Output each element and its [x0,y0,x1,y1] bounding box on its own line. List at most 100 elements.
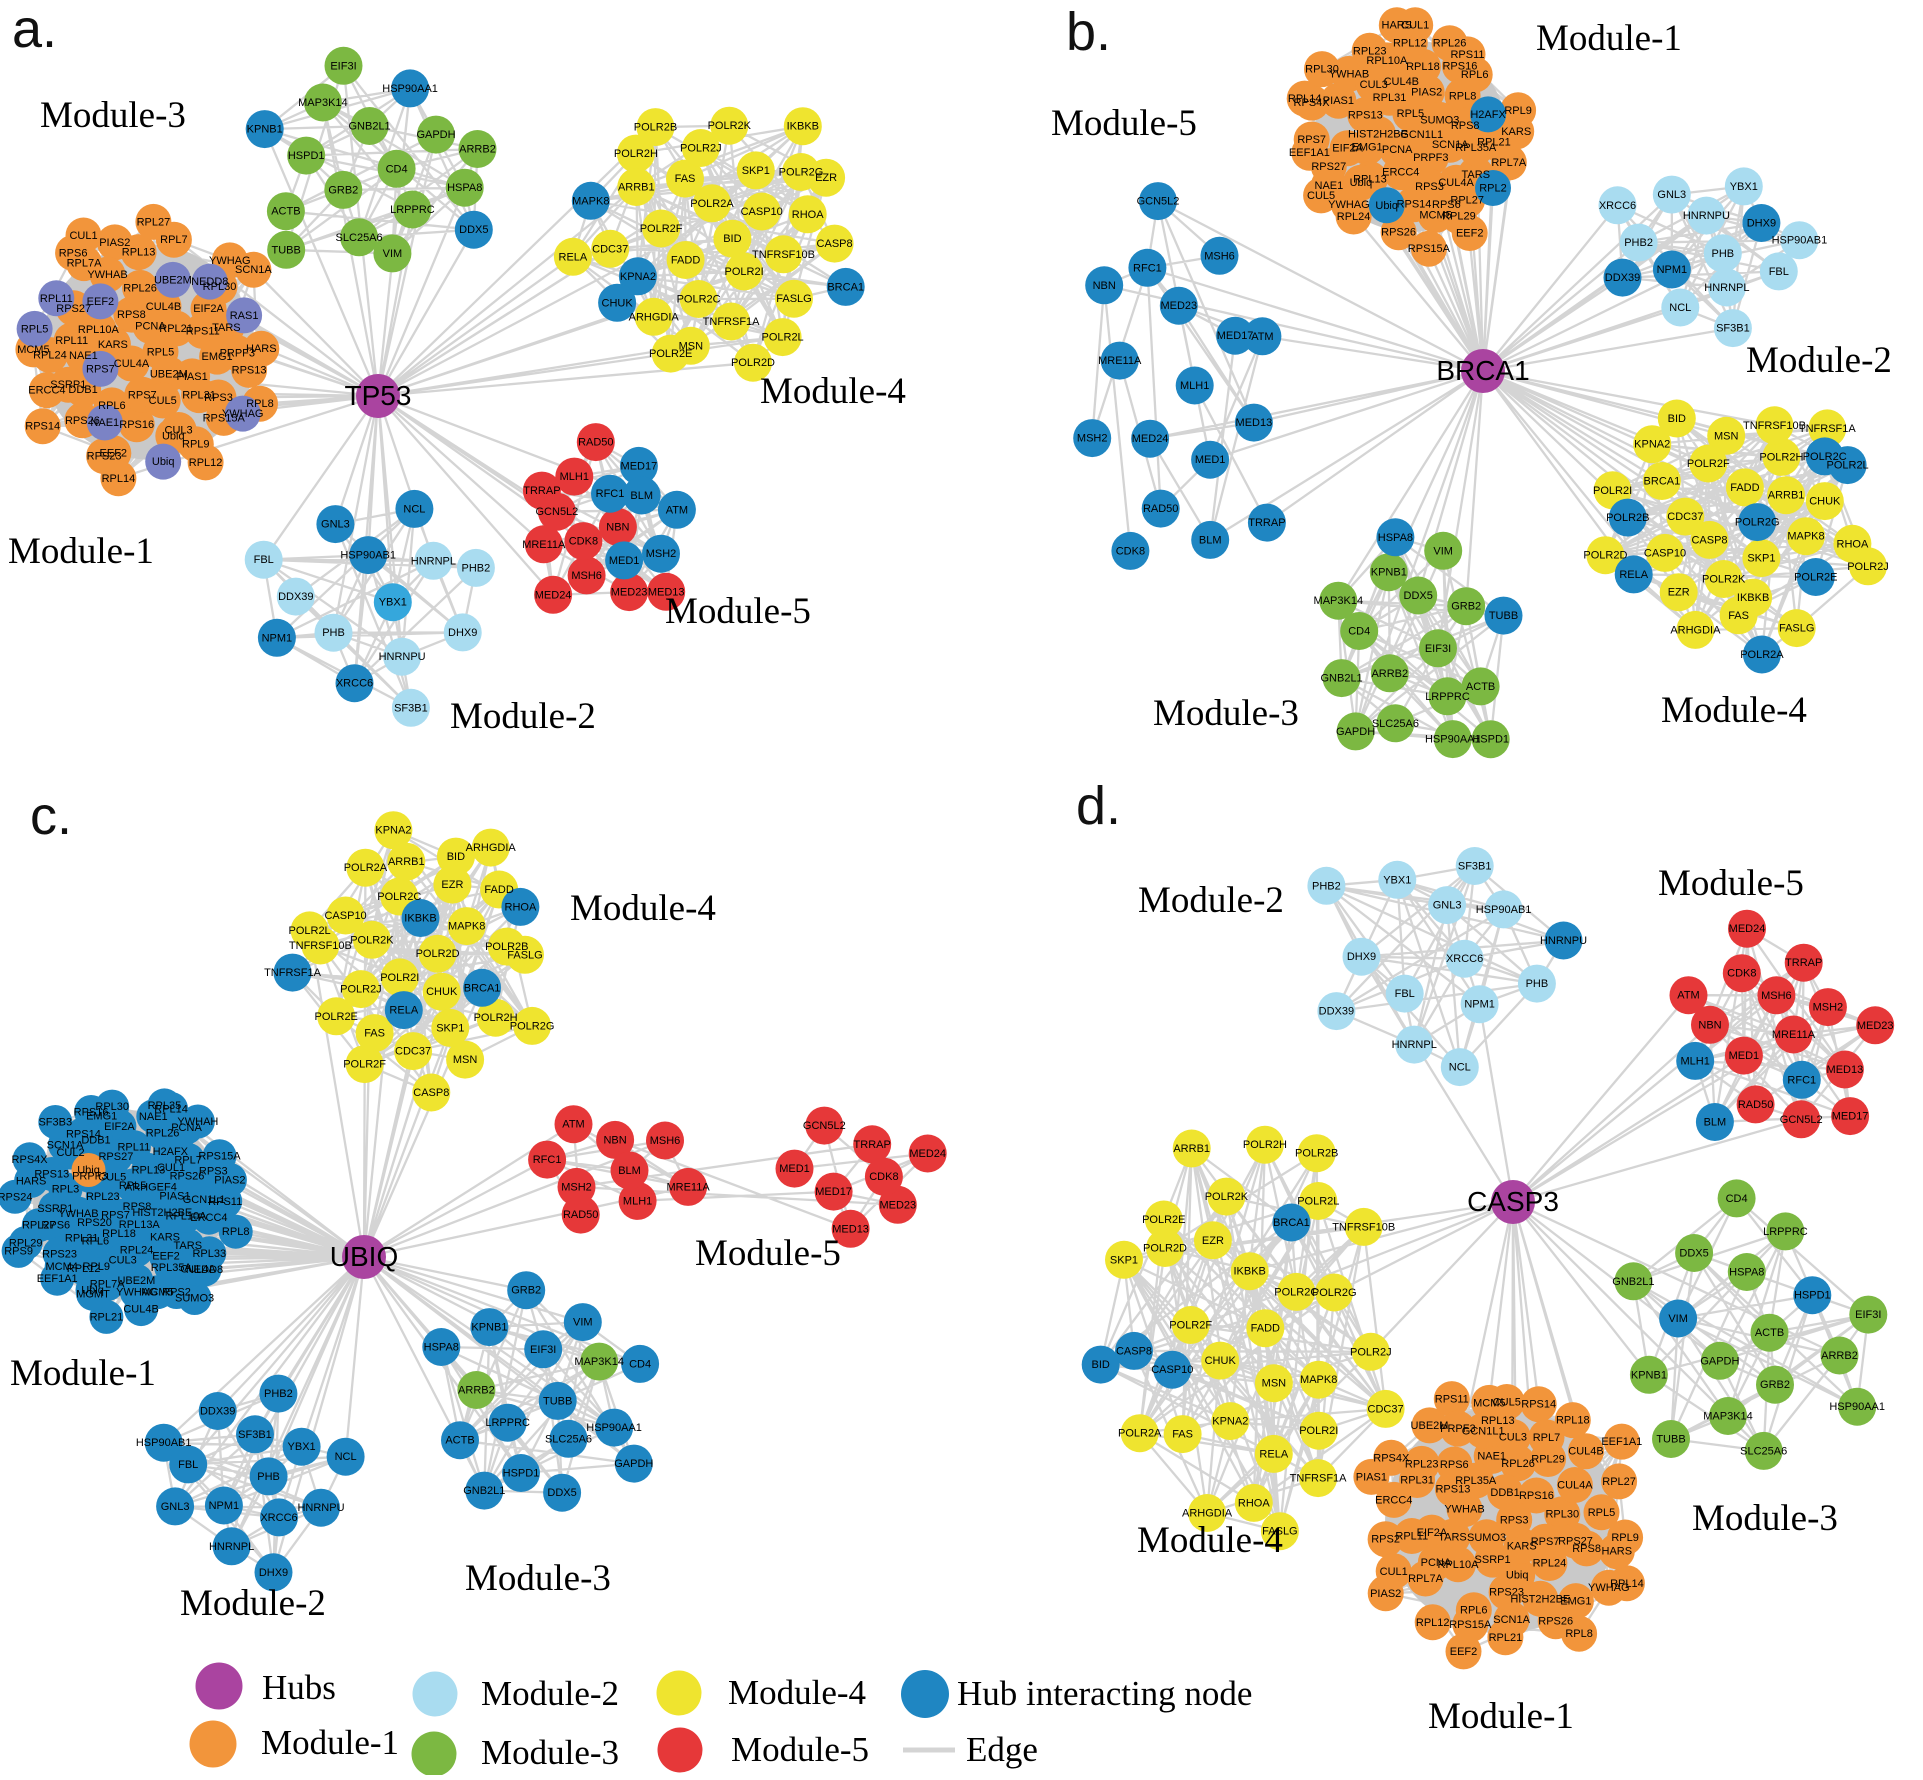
svg-text:EZR: EZR [441,879,463,891]
svg-text:PHB2: PHB2 [1624,237,1653,249]
svg-text:GRB2: GRB2 [1760,1379,1790,1391]
svg-text:TUBB: TUBB [543,1395,572,1407]
svg-text:MED17: MED17 [621,460,658,472]
svg-text:GCN5L2: GCN5L2 [536,506,579,518]
svg-text:EIF3I: EIF3I [1425,643,1451,655]
svg-text:POLR2I: POLR2I [1593,485,1632,497]
svg-text:TARS: TARS [1462,169,1491,181]
svg-text:CUL1: CUL1 [1380,1566,1408,1578]
svg-text:BLM: BLM [1704,1117,1727,1129]
svg-text:PIAS2: PIAS2 [1370,1588,1401,1600]
svg-text:GNB2L1: GNB2L1 [348,121,390,133]
svg-text:RPL31: RPL31 [1400,1475,1434,1487]
svg-text:TARS: TARS [1438,1531,1467,1543]
svg-text:RPL18: RPL18 [1556,1415,1590,1427]
svg-text:RPS15A: RPS15A [1408,243,1451,255]
svg-text:PHB2: PHB2 [1312,880,1341,892]
svg-text:RPL21: RPL21 [90,1311,124,1323]
svg-text:EMG1: EMG1 [1352,142,1383,154]
svg-text:CASP10: CASP10 [1151,1364,1193,1376]
svg-text:RPS14: RPS14 [1397,199,1432,211]
svg-text:RPL30: RPL30 [1305,64,1339,76]
svg-text:MAPK8: MAPK8 [572,195,609,207]
svg-text:VIM: VIM [1668,1313,1688,1325]
svg-text:RPL26: RPL26 [1433,38,1467,50]
svg-text:ATM: ATM [666,504,688,516]
svg-text:HNRNPU: HNRNPU [1683,210,1730,222]
svg-text:RHOA: RHOA [792,209,824,221]
svg-text:RPS2: RPS2 [1371,1534,1400,1546]
svg-text:Module-1: Module-1 [1536,18,1682,59]
svg-text:GNB2L1: GNB2L1 [463,1485,505,1497]
svg-text:ATM: ATM [562,1119,584,1131]
svg-text:HSP90AA1: HSP90AA1 [382,83,438,95]
svg-text:RPL30: RPL30 [203,281,237,293]
svg-text:FASLG: FASLG [1262,1526,1297,1538]
svg-text:IKBKB: IKBKB [787,121,819,133]
svg-text:RPL18: RPL18 [1406,61,1440,73]
svg-text:CD4: CD4 [386,163,408,175]
svg-text:Module-5: Module-5 [1051,103,1197,144]
svg-text:TNFRSF10B: TNFRSF10B [289,940,352,952]
svg-text:RPL10A: RPL10A [1366,55,1408,67]
svg-text:NBN: NBN [1698,1019,1721,1031]
svg-text:POLR2B: POLR2B [485,941,528,953]
svg-text:RPL35A: RPL35A [1455,142,1497,154]
svg-text:GNB2L1: GNB2L1 [1612,1276,1654,1288]
svg-text:ERCC4: ERCC4 [1375,1494,1412,1506]
svg-text:NCL: NCL [1669,302,1691,314]
svg-text:HNRNPL: HNRNPL [1392,1039,1437,1051]
svg-text:Ubiq: Ubiq [152,456,175,468]
svg-text:POLR2L: POLR2L [761,332,803,344]
svg-text:TUBB: TUBB [272,244,301,256]
svg-text:RPL10A: RPL10A [166,1210,208,1222]
svg-text:RPL13: RPL13 [1481,1415,1515,1427]
svg-text:XRCC6: XRCC6 [260,1512,297,1524]
svg-text:EMG1: EMG1 [1560,1596,1591,1608]
svg-text:ARRB2: ARRB2 [1821,1350,1858,1362]
svg-text:RPS3: RPS3 [204,392,233,404]
svg-text:RPL11: RPL11 [117,1142,150,1154]
svg-text:RPL6: RPL6 [1461,69,1489,81]
svg-text:MED13: MED13 [648,586,685,598]
svg-text:EEF1A1: EEF1A1 [1601,1436,1642,1448]
svg-text:RPS14: RPS14 [25,421,60,433]
svg-text:SUMO3: SUMO3 [1467,1532,1506,1544]
svg-text:Module-2: Module-2 [481,1674,619,1713]
svg-text:ARRB2: ARRB2 [459,144,496,156]
svg-text:MCM5: MCM5 [17,344,49,356]
svg-text:GCN1L1: GCN1L1 [1400,129,1443,141]
svg-text:ARHGEF4: ARHGEF4 [125,1181,177,1193]
svg-text:RPS11: RPS11 [1450,49,1484,61]
svg-text:BID: BID [723,233,741,245]
svg-text:RPL10A: RPL10A [78,324,120,336]
svg-text:PHB2: PHB2 [462,562,491,574]
svg-text:CD4: CD4 [1348,626,1370,638]
svg-text:ERCC4: ERCC4 [28,385,65,397]
svg-text:MAP3K14: MAP3K14 [298,97,348,109]
svg-text:MED24: MED24 [1729,923,1766,935]
svg-text:MED13: MED13 [832,1223,869,1235]
svg-text:CUL5: CUL5 [98,1172,126,1184]
svg-text:RPL5: RPL5 [147,346,175,358]
svg-text:DDX5: DDX5 [1679,1248,1708,1260]
svg-text:CDK8: CDK8 [569,536,598,548]
svg-text:ERCC4: ERCC4 [190,1212,227,1224]
svg-text:HSP90AB1: HSP90AB1 [136,1437,192,1449]
svg-text:RPL27: RPL27 [22,1220,56,1232]
svg-text:POLR2I: POLR2I [725,266,764,278]
svg-text:a.: a. [12,0,57,59]
svg-text:CUL3: CUL3 [1499,1432,1527,1444]
svg-text:Module-3: Module-3 [465,1558,611,1599]
svg-text:POLR2K: POLR2K [1702,574,1746,586]
svg-text:CUL4B: CUL4B [123,1304,158,1316]
svg-text:ARHGDIA: ARHGDIA [629,311,680,323]
svg-text:RPS7: RPS7 [1297,134,1326,146]
svg-text:RPL7: RPL7 [1533,1432,1561,1444]
svg-text:MED24: MED24 [909,1148,946,1160]
svg-text:YWHAG: YWHAG [222,408,264,420]
svg-text:HSP90AB1: HSP90AB1 [1476,904,1532,916]
svg-text:POLR2H: POLR2H [1759,451,1803,463]
svg-text:HIST2H2BE: HIST2H2BE [1348,129,1408,141]
svg-text:FBL: FBL [1769,266,1789,278]
